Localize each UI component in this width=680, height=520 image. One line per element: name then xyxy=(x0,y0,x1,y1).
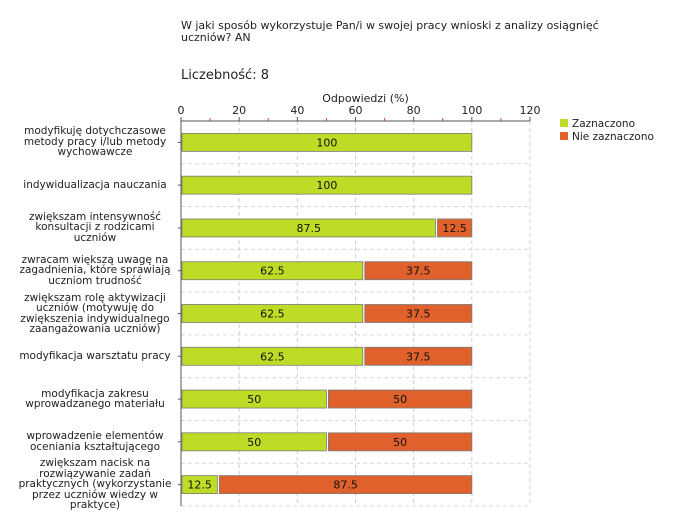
data-label-not-selected: 87.5 xyxy=(333,479,358,492)
x-tick-label: 80 xyxy=(407,104,421,117)
x-tick-label: 60 xyxy=(349,104,363,117)
category-label: modyfikacja warsztatu pracy xyxy=(19,349,171,362)
category-label: zwracam większą uwagę na zagadnienia, kt… xyxy=(19,253,171,287)
x-axis-label: Odpowiedzi (%) xyxy=(322,92,409,105)
legend-label: Zaznaczono xyxy=(572,118,636,130)
count-line: Liczebność: 8 xyxy=(181,68,269,83)
bar-not-selected xyxy=(364,346,473,366)
bar-not-selected xyxy=(328,389,473,409)
data-label-selected: 12.5 xyxy=(187,479,212,492)
bar-selected xyxy=(181,346,364,366)
bar-selected xyxy=(181,432,327,452)
data-label-selected: 62.5 xyxy=(260,265,285,278)
data-label-selected: 62.5 xyxy=(260,350,285,363)
legend-label: Nie zaznaczono xyxy=(572,131,654,143)
data-label-selected: 100 xyxy=(316,136,337,149)
count-value: 8 xyxy=(260,68,269,83)
question-text: W jaki sposób wykorzystuje Pan/i w swoje… xyxy=(181,19,599,44)
bar-not-selected xyxy=(364,261,473,281)
legend-swatch xyxy=(560,119,568,127)
bar-selected xyxy=(181,132,473,152)
category-label: zwiększam intensywność konsultacji z rod… xyxy=(29,210,161,244)
data-label-not-selected: 37.5 xyxy=(406,308,431,321)
count-label: Liczebność: xyxy=(181,68,257,83)
data-label-selected: 50 xyxy=(247,393,261,406)
bar-not-selected xyxy=(328,432,473,452)
category-label: modyfikacja zakresu wprowadzanego materi… xyxy=(25,387,165,411)
bar-not-selected xyxy=(437,218,473,238)
category-label: modyfikuję dotychczasowe metody pracy i/… xyxy=(23,125,167,159)
bar-selected xyxy=(181,475,218,495)
category-label: zwiększam nacisk na rozwiązywanie zadań … xyxy=(18,457,172,512)
legend-swatch xyxy=(560,132,568,140)
data-label-selected: 50 xyxy=(247,436,261,449)
x-tick-label: 0 xyxy=(178,104,185,117)
data-label-selected: 62.5 xyxy=(260,308,285,321)
category-label: wprowadzenie elementów oceniania kształt… xyxy=(26,430,164,453)
data-label-not-selected: 50 xyxy=(393,393,407,406)
bar-not-selected xyxy=(364,304,473,323)
data-label-selected: 100 xyxy=(316,179,337,192)
legend-item: Nie zaznaczono xyxy=(560,131,654,143)
bar-selected xyxy=(181,218,436,238)
x-tick-label: 40 xyxy=(290,104,304,117)
data-label-not-selected: 37.5 xyxy=(406,350,431,363)
bar-not-selected xyxy=(218,475,473,495)
data-label-not-selected: 12.5 xyxy=(442,222,467,235)
x-tick-label: 100 xyxy=(461,104,482,117)
x-tick-label: 120 xyxy=(520,104,541,117)
x-tick-label: 20 xyxy=(232,104,246,117)
data-label-not-selected: 37.5 xyxy=(406,265,431,278)
data-label-selected: 87.5 xyxy=(296,222,321,235)
legend-item: Zaznaczono xyxy=(560,118,635,130)
category-label: indywidualizacja nauczania xyxy=(23,178,167,191)
data-label-not-selected: 50 xyxy=(393,436,407,449)
bar-selected xyxy=(181,175,473,195)
bar-selected xyxy=(181,304,364,323)
category-label: zwiększam rolę aktywizacji uczniów (moty… xyxy=(20,291,170,335)
bar-selected xyxy=(181,389,327,409)
bar-selected xyxy=(181,261,364,281)
